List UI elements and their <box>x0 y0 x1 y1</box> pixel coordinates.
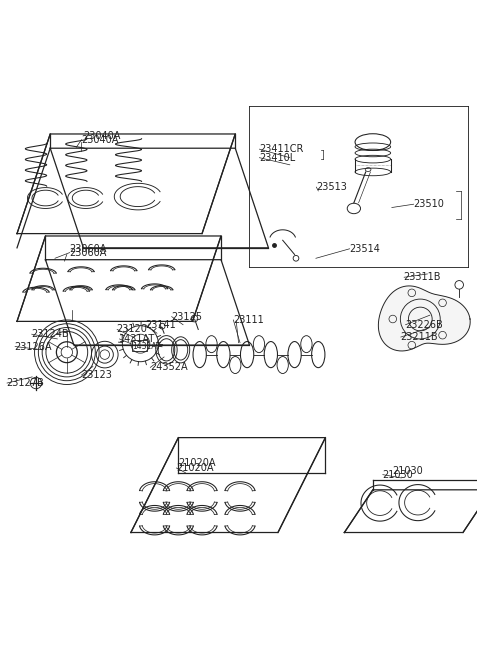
Text: 23120: 23120 <box>117 325 147 334</box>
Text: 23125: 23125 <box>171 311 202 322</box>
Text: 23226B: 23226B <box>405 320 443 330</box>
Polygon shape <box>378 286 470 351</box>
Text: 23126A: 23126A <box>14 342 52 351</box>
Text: 23411CR: 23411CR <box>259 144 303 154</box>
Text: 1431AT: 1431AT <box>132 342 161 351</box>
Text: 21020A: 21020A <box>176 463 214 473</box>
Text: 23410L: 23410L <box>259 152 295 163</box>
Text: 23060A: 23060A <box>69 244 107 254</box>
Text: 23040A: 23040A <box>84 131 121 141</box>
Text: 1431AT: 1431AT <box>119 334 155 344</box>
Text: 23510: 23510 <box>413 199 444 209</box>
Text: 23211B: 23211B <box>400 332 438 342</box>
Text: 23513: 23513 <box>316 182 347 192</box>
Text: 23111: 23111 <box>233 315 264 325</box>
Text: 23311B: 23311B <box>404 272 441 283</box>
Text: 21030: 21030 <box>383 470 413 480</box>
Text: 23127B: 23127B <box>7 378 44 388</box>
Text: 23060A: 23060A <box>69 248 107 258</box>
Bar <box>132 340 147 351</box>
Text: 21020A: 21020A <box>179 459 216 468</box>
Text: 23124B: 23124B <box>31 329 69 339</box>
Text: 23141: 23141 <box>145 320 176 330</box>
Text: 23123: 23123 <box>81 370 112 380</box>
Text: 23040A: 23040A <box>81 135 119 145</box>
Text: 23514: 23514 <box>349 244 380 254</box>
Text: 24352A: 24352A <box>150 363 188 373</box>
Text: 21030: 21030 <box>392 466 422 476</box>
